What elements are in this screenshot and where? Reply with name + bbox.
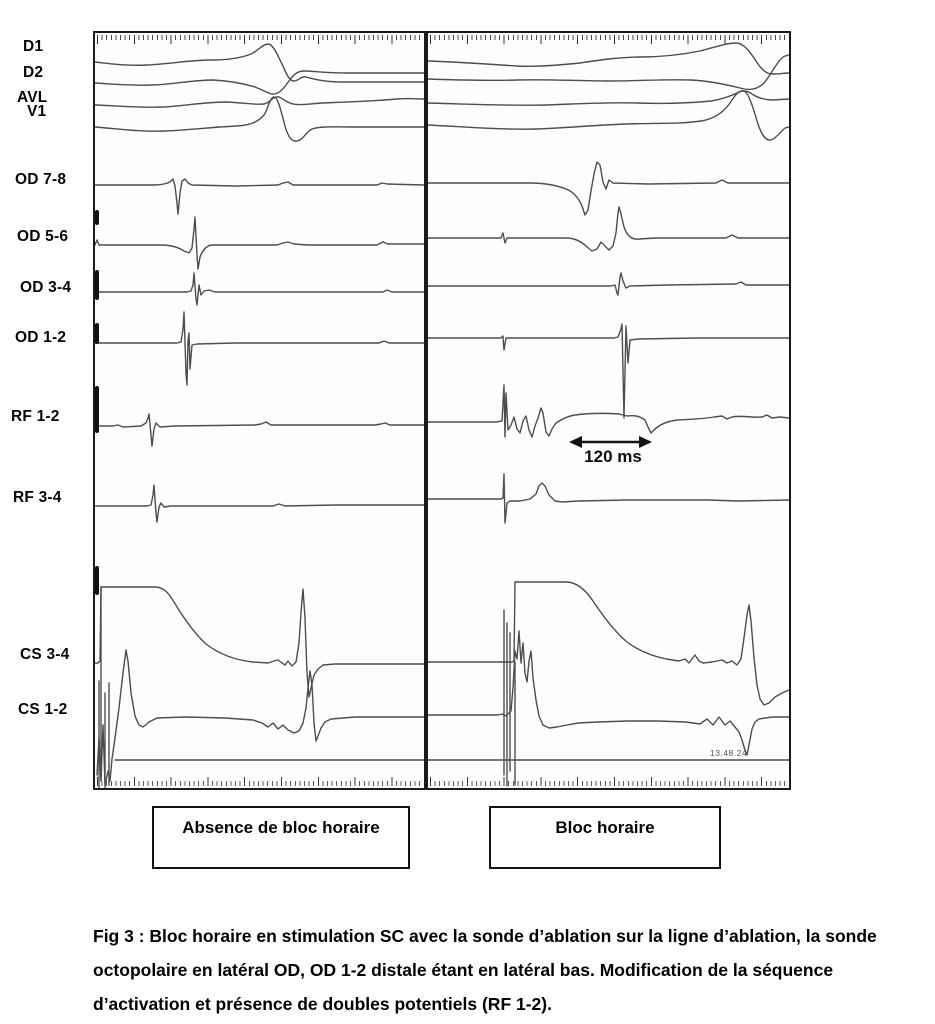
channel-label-d1: D1	[23, 38, 44, 55]
time-ruler-bottom-major	[430, 777, 787, 786]
channel-label-od5-6: OD 5-6	[17, 228, 69, 245]
trace-od12	[95, 311, 424, 386]
trace-cs34	[95, 586, 424, 698]
trace-od34	[428, 272, 789, 296]
trace-rf34	[95, 484, 424, 523]
trace-avl	[428, 90, 789, 106]
channel-label-od1-2: OD 1-2	[15, 329, 67, 346]
trace-cs34	[428, 581, 789, 706]
channel-label-d2: D2	[23, 64, 44, 81]
channel-label-v1: V1	[27, 103, 47, 120]
trace-od78	[95, 178, 424, 215]
panel-caption-box-absence-de-bloc: Absence de bloc horaire	[152, 806, 410, 869]
channel-label-avl: AVL	[17, 89, 48, 106]
time-ruler-top-major	[430, 35, 787, 44]
channel-label-rf3-4: RF 3-4	[13, 489, 62, 506]
channel-label-cs3-4: CS 3-4	[20, 646, 70, 663]
channel-label-od7-8: OD 7-8	[15, 171, 67, 188]
trace-v1	[95, 96, 424, 142]
right-panel-traces	[428, 42, 789, 787]
trace-od34	[95, 272, 424, 306]
trace-v1	[428, 90, 789, 141]
trace-od56	[428, 206, 789, 252]
interval-duration-label: 120 ms	[584, 447, 642, 466]
trace-avl	[95, 96, 424, 108]
trace-od56	[95, 216, 424, 270]
channel-label-rf1-2: RF 1-2	[11, 408, 60, 425]
time-ruler-bottom-major	[97, 777, 422, 786]
trace-od78	[428, 161, 789, 216]
trace-rf34	[428, 473, 789, 524]
trace-od12	[428, 323, 789, 419]
left-panel-traces	[95, 43, 424, 788]
right-recording-panel: 120 ms 13.48.24	[426, 31, 791, 790]
trace-d1	[95, 43, 424, 83]
channel-label-cs1-2: CS 1-2	[18, 701, 68, 718]
trace-d2	[95, 70, 424, 95]
left-recording-panel	[93, 31, 426, 790]
channel-label-od3-4: OD 3-4	[20, 279, 72, 296]
trace-cs12	[96, 649, 424, 786]
trace-cs12	[428, 630, 789, 756]
time-ruler-top-major	[97, 35, 422, 44]
trace-d1	[428, 42, 789, 75]
panel-caption-box-bloc-horaire: Bloc horaire	[489, 806, 721, 869]
trace-rf12	[428, 384, 789, 438]
figure-caption: Fig 3 : Bloc horaire en stimulation SC a…	[93, 925, 877, 1014]
recording-timestamp: 13.48.24	[710, 748, 748, 758]
trace-d2	[428, 54, 789, 91]
interval-arrow	[569, 436, 652, 448]
trace-rf12	[95, 413, 424, 447]
